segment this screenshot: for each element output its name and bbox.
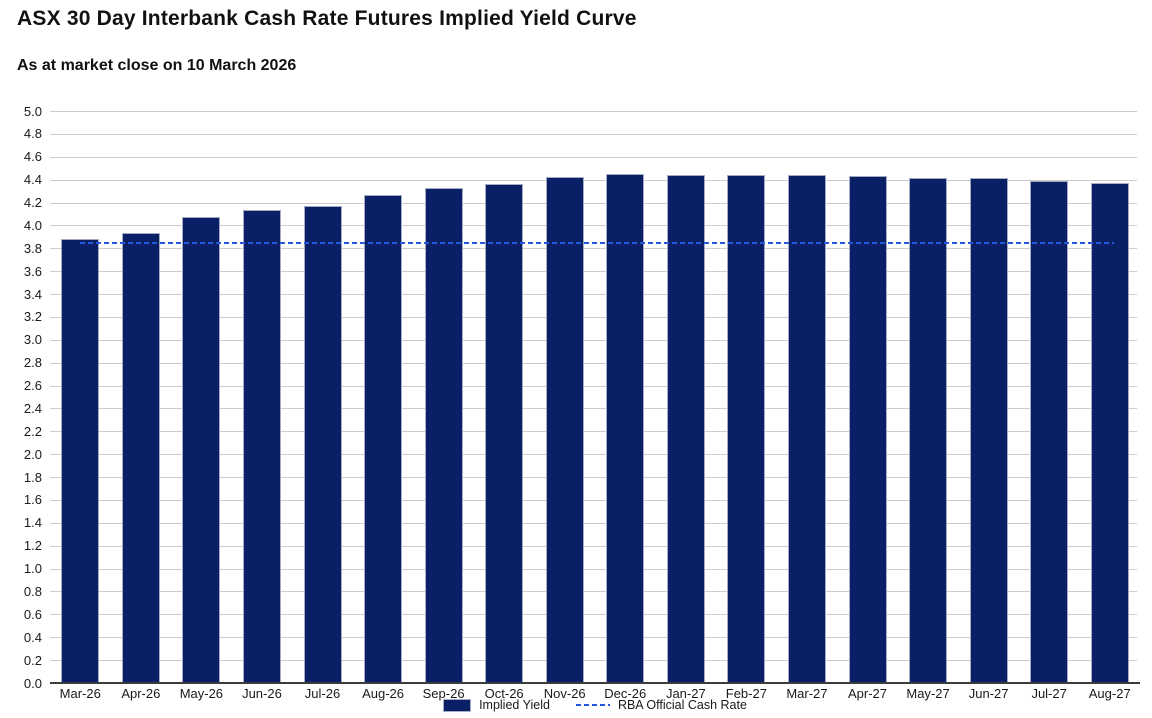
x-tick-label-may-27: May-27 — [906, 686, 950, 701]
y-tick-label: 3.0 — [23, 332, 42, 348]
y-tick-label: 0.4 — [23, 629, 42, 645]
bar-nov-26[interactable] — [545, 176, 584, 682]
x-tick-label-aug-27: Aug-27 — [1088, 686, 1131, 701]
y-tick-label: 4.2 — [23, 195, 42, 211]
gridline — [50, 477, 1137, 479]
gridline — [50, 362, 1137, 364]
x-tick-label-nov-26: Nov-26 — [543, 686, 586, 701]
y-tick-label: 3.8 — [23, 240, 42, 256]
bar-oct-26[interactable] — [485, 184, 524, 682]
y-tick-label: 4.0 — [23, 217, 42, 233]
gridline — [50, 294, 1137, 296]
legend-implied-yield-label[interactable]: Implied Yield — [479, 698, 550, 712]
gridline — [50, 225, 1137, 227]
y-tick-label: 1.2 — [23, 538, 42, 554]
gridline — [50, 271, 1137, 273]
gridline — [50, 660, 1137, 662]
gridline — [50, 339, 1137, 341]
bar-mar-27[interactable] — [787, 175, 826, 682]
y-tick-label: 2.8 — [23, 355, 42, 371]
y-tick-label: 3.2 — [23, 309, 42, 325]
gridline — [50, 179, 1137, 181]
y-tick-label: 2.4 — [23, 400, 42, 416]
chart-subtitle: As at market close on 10 March 2026 — [17, 57, 297, 74]
x-tick-label-jan-27: Jan-27 — [665, 686, 706, 701]
chart-legend: Implied Yield RBA Official Cash Rate — [50, 698, 1140, 712]
x-tick-label-jul-26: Jul-26 — [304, 686, 341, 701]
x-tick-label-feb-27: Feb-27 — [725, 686, 767, 701]
x-tick-label-mar-26: Mar-26 — [59, 686, 101, 701]
gridline — [50, 202, 1137, 204]
y-tick-label: 2.2 — [23, 423, 42, 439]
x-tick-label-mar-27: Mar-27 — [786, 686, 828, 701]
x-axis-line — [50, 682, 1140, 684]
bar-mar-26[interactable] — [61, 239, 100, 682]
y-tick-label: 1.0 — [23, 561, 42, 577]
gridline — [50, 454, 1137, 456]
bar-aug-27[interactable] — [1090, 182, 1129, 682]
gridline — [50, 385, 1137, 387]
cash-rate-dashed-line-icon[interactable] — [575, 704, 610, 706]
y-tick-label: 5.0 — [23, 103, 42, 119]
bar-jan-27[interactable] — [666, 175, 705, 682]
gridline — [50, 568, 1137, 570]
y-tick-label: 1.8 — [23, 469, 42, 485]
chart-title: ASX 30 Day Interbank Cash Rate Futures I… — [17, 7, 637, 30]
gridline — [50, 499, 1137, 501]
x-tick-label-jul-27: Jul-27 — [1031, 686, 1067, 701]
x-tick-label-jun-26: Jun-26 — [242, 686, 282, 701]
gridline — [50, 248, 1137, 250]
bar-jul-26[interactable] — [303, 205, 342, 682]
y-tick-label: 3.6 — [23, 263, 42, 279]
y-tick-label: 4.4 — [23, 172, 42, 188]
gridline — [50, 614, 1137, 616]
gridline — [50, 316, 1137, 318]
y-tick-label: 4.6 — [23, 149, 42, 165]
gridline — [50, 133, 1137, 135]
x-tick-label-dec-26: Dec-26 — [604, 686, 647, 701]
y-tick-label: 4.8 — [23, 126, 42, 142]
bar-jul-27[interactable] — [1030, 181, 1069, 682]
bar-may-27[interactable] — [909, 177, 948, 682]
rba-cash-rate-line — [80, 241, 1114, 244]
gridline — [50, 637, 1137, 639]
bar-apr-26[interactable] — [121, 232, 160, 682]
y-tick-label: 2.0 — [23, 446, 42, 462]
gridline — [50, 431, 1137, 433]
gridline — [50, 408, 1137, 410]
bar-jun-26[interactable] — [242, 209, 281, 682]
y-tick-label: 1.4 — [23, 515, 42, 531]
gridline — [50, 111, 1137, 112]
x-tick-label-sep-26: Sep-26 — [422, 686, 465, 701]
implied-yield-swatch-icon[interactable] — [443, 698, 472, 712]
bar-apr-27[interactable] — [848, 175, 887, 682]
bar-sep-26[interactable] — [424, 188, 463, 682]
bar-dec-26[interactable] — [606, 174, 645, 682]
gridline — [50, 545, 1137, 547]
y-tick-label: 2.6 — [23, 378, 42, 394]
legend-cash-rate-label[interactable]: RBA Official Cash Rate — [617, 698, 747, 712]
bar-may-26[interactable] — [182, 217, 221, 682]
x-tick-label-may-26: May-26 — [179, 686, 224, 701]
y-tick-label: 1.6 — [23, 492, 42, 508]
x-tick-label-aug-26: Aug-26 — [362, 686, 404, 701]
y-tick-label: 0.0 — [23, 675, 42, 691]
bar-aug-26[interactable] — [364, 195, 403, 682]
gridline — [50, 522, 1137, 524]
gridline — [50, 591, 1137, 593]
x-tick-label-oct-26: Oct-26 — [484, 686, 524, 701]
bar-feb-27[interactable] — [727, 175, 766, 682]
bar-jun-27[interactable] — [969, 177, 1008, 682]
gridline — [50, 156, 1137, 158]
x-tick-label-jun-27: Jun-27 — [968, 686, 1009, 701]
y-tick-label: 0.6 — [23, 606, 42, 622]
x-tick-label-apr-27: Apr-27 — [847, 686, 888, 701]
y-tick-label: 3.4 — [23, 286, 42, 302]
y-tick-label: 0.8 — [23, 583, 42, 599]
x-tick-label-apr-26: Apr-26 — [121, 686, 161, 701]
y-tick-label: 0.2 — [23, 652, 42, 668]
